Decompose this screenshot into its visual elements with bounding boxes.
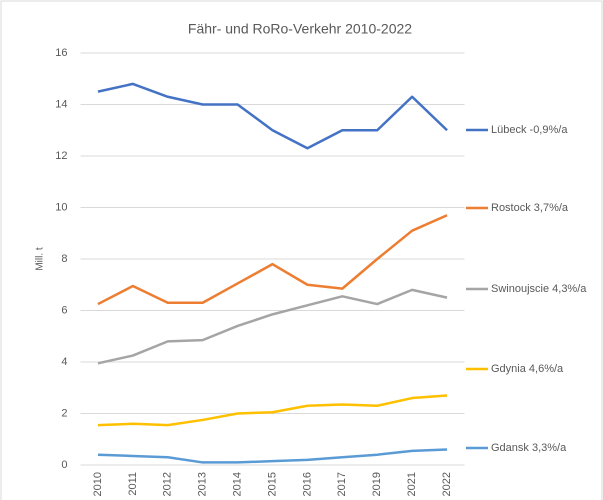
series-line: [97, 394, 448, 427]
series-line: [97, 214, 448, 306]
legend-label: Gdynia 4,6%/a: [491, 363, 564, 375]
series-line: [97, 448, 448, 464]
series-line: [97, 82, 448, 150]
legend-label: Lübeck -0,9%/a: [491, 124, 568, 136]
y-tick-label: 12: [55, 150, 67, 162]
x-tick-label: 2014: [231, 472, 243, 496]
x-tick-label: 2015: [266, 472, 278, 496]
y-tick-label: 14: [55, 98, 67, 110]
x-tick-label: 2017: [336, 472, 348, 496]
x-tick-label: 2019: [371, 472, 383, 496]
legend-label: Rostock 3,7%/a: [491, 202, 569, 214]
y-tick-label: 0: [61, 459, 67, 471]
x-tick-label: 2011: [127, 472, 139, 496]
series-line: [97, 288, 448, 365]
y-tick-label: 2: [61, 407, 67, 419]
x-tick-label: 2013: [197, 472, 209, 496]
y-tick-label: 10: [55, 201, 67, 213]
x-tick-label: 2010: [92, 472, 104, 496]
y-axis-label: Mill. t: [35, 247, 46, 271]
chart-title: Fähr- und RoRo-Verkehr 2010-2022: [188, 21, 412, 37]
y-tick-label: 6: [61, 304, 67, 316]
legend-label: Swinoujscie 4,3%/a: [491, 283, 587, 295]
y-tick-label: 16: [55, 47, 67, 59]
y-tick-label: 8: [61, 253, 67, 265]
x-tick-label: 2016: [301, 472, 313, 496]
legend-label: Gdansk 3,3%/a: [491, 442, 567, 454]
x-tick-label: 2022: [441, 472, 453, 496]
x-tick-label: 2012: [162, 472, 174, 496]
x-tick-label: 2021: [406, 472, 418, 496]
y-tick-label: 4: [61, 356, 67, 368]
